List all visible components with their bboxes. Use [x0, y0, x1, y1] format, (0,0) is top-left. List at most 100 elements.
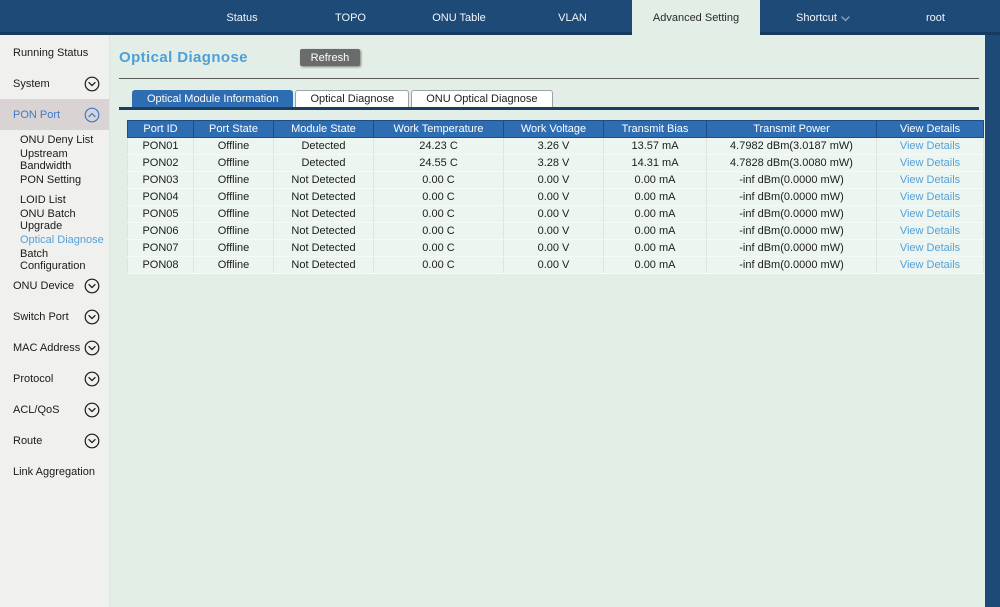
content-tabstrip: Optical Module Information Optical Diagno…: [119, 90, 979, 110]
cell-module-state: Detected: [273, 137, 374, 155]
cell-transmit-bias: 0.00 mA: [603, 171, 707, 189]
chevron-down-circle-icon: [84, 278, 100, 293]
nav-tab-label: Advanced Setting: [652, 11, 740, 24]
cell-port-state: Offline: [193, 154, 274, 172]
chevron-down-icon: [841, 15, 850, 21]
sidebar-subitem-pon-setting[interactable]: PON Setting: [0, 170, 109, 190]
column-header-transmit-bias: Transmit Bias: [603, 120, 707, 138]
nav-tab-label: Status: [226, 11, 258, 24]
sidebar-item-acl-qos[interactable]: ACL/QoS: [0, 394, 109, 425]
tab-optical-module-information[interactable]: Optical Module Information: [132, 90, 294, 107]
sidebar-item-mac-address[interactable]: MAC Address: [0, 332, 109, 363]
cell-port-state: Offline: [193, 137, 274, 155]
sidebar-item-pon-port[interactable]: PON Port: [0, 99, 109, 130]
cell-transmit-power: -inf dBm(0.0000 mW): [706, 222, 877, 240]
sidebar-item-running-status[interactable]: Running Status: [0, 37, 109, 68]
title-row: Optical Diagnose Refresh: [119, 49, 979, 66]
cell-work-temperature: 0.00 C: [373, 188, 504, 206]
nav-tab-label: root: [926, 11, 945, 24]
cell-transmit-power: -inf dBm(0.0000 mW): [706, 239, 877, 257]
cell-port-id: PON08: [127, 256, 194, 274]
sidebar-subitem-onu-batch-upgrade[interactable]: ONU Batch Upgrade: [0, 208, 109, 232]
cell-work-voltage: 0.00 V: [503, 188, 604, 206]
sidebar-item-label: Running Status: [13, 46, 89, 59]
sidebar-item-switch-port[interactable]: Switch Port: [0, 301, 109, 332]
table-row: PON08 Offline Not Detected 0.00 C 0.00 V 0.00…: [127, 256, 984, 274]
sidebar-item-onu-device[interactable]: ONU Device: [0, 270, 109, 301]
sidebar-item-label: Link Aggregation: [13, 465, 95, 478]
table-row: PON02 Offline Detected 24.55 C 3.28 V 14.31 m…: [127, 154, 984, 172]
sidebar-item-label: Route: [13, 434, 43, 447]
cell-view-details: View Details: [876, 188, 984, 206]
cell-transmit-bias: 14.31 mA: [603, 154, 707, 172]
sidebar-item-link-aggregation[interactable]: Link Aggregation: [0, 456, 109, 487]
cell-view-details: View Details: [876, 222, 984, 240]
sidebar-item-system[interactable]: System: [0, 68, 109, 99]
view-details-link[interactable]: View Details: [899, 259, 961, 271]
view-details-link[interactable]: View Details: [899, 140, 961, 152]
nav-tab-label: Shortcut: [796, 11, 837, 24]
top-nav: Status TOPO ONU Table VLAN Advanced Setting S…: [0, 0, 1000, 35]
cell-module-state: Not Detected: [273, 171, 374, 189]
refresh-button[interactable]: Refresh: [299, 49, 360, 66]
nav-tab-status[interactable]: Status: [188, 0, 296, 35]
cell-module-state: Not Detected: [273, 205, 374, 223]
cell-port-state: Offline: [193, 256, 274, 274]
cell-view-details: View Details: [876, 256, 984, 274]
cell-work-temperature: 24.23 C: [373, 137, 504, 155]
sidebar-item-route[interactable]: Route: [0, 425, 109, 456]
cell-port-state: Offline: [193, 222, 274, 240]
chevron-up-circle-icon: [84, 107, 100, 122]
sidebar-subitem-label: LOID List: [20, 194, 66, 206]
sidebar-subitem-onu-deny-list[interactable]: ONU Deny List: [0, 130, 109, 150]
cell-work-temperature: 0.00 C: [373, 256, 504, 274]
view-details-link[interactable]: View Details: [899, 157, 961, 169]
page-title: Optical Diagnose: [119, 49, 248, 66]
sidebar-subitem-loid-list[interactable]: LOID List: [0, 190, 109, 210]
sidebar-item-label: System: [13, 77, 50, 90]
cell-work-voltage: 3.28 V: [503, 154, 604, 172]
view-details-link[interactable]: View Details: [899, 242, 961, 254]
view-details-link[interactable]: View Details: [899, 208, 961, 220]
cell-port-id: PON02: [127, 154, 194, 172]
nav-tab-topo[interactable]: TOPO: [296, 0, 405, 35]
table-row: PON01 Offline Detected 24.23 C 3.26 V 13.57 m…: [127, 137, 984, 155]
cell-work-voltage: 0.00 V: [503, 205, 604, 223]
sidebar-subitem-label: Optical Diagnose: [20, 234, 104, 246]
cell-view-details: View Details: [876, 137, 984, 155]
sidebar-subitem-batch-configuration[interactable]: Batch Configuration: [0, 248, 109, 272]
cell-module-state: Not Detected: [273, 188, 374, 206]
sidebar-subitem-upstream-bandwidth[interactable]: Upstream Bandwidth: [0, 148, 109, 172]
view-details-link[interactable]: View Details: [899, 225, 961, 237]
view-details-link[interactable]: View Details: [899, 174, 961, 186]
cell-work-temperature: 0.00 C: [373, 239, 504, 257]
cell-work-voltage: 3.26 V: [503, 137, 604, 155]
nav-tab-onu-table[interactable]: ONU Table: [405, 0, 513, 35]
nav-tab-vlan[interactable]: VLAN: [513, 0, 632, 35]
sidebar-item-protocol[interactable]: Protocol: [0, 363, 109, 394]
sidebar-subitem-label: Upstream Bandwidth: [20, 148, 72, 172]
tab-optical-diagnose[interactable]: Optical Diagnose: [295, 90, 410, 107]
nav-tab-root[interactable]: root: [886, 0, 985, 35]
column-header-work-voltage: Work Voltage: [503, 120, 604, 138]
optical-module-table: Port ID Port State Module State Work Temper…: [127, 120, 984, 274]
sidebar-item-label: MAC Address: [13, 341, 81, 354]
main-content: Optical Diagnose Refresh Optical Module …: [110, 35, 985, 607]
cell-transmit-bias: 0.00 mA: [603, 222, 707, 240]
column-header-work-temperature: Work Temperature: [373, 120, 504, 138]
cell-transmit-bias: 0.00 mA: [603, 239, 707, 257]
view-details-link[interactable]: View Details: [899, 191, 961, 203]
sidebar-item-label: PON Port: [13, 108, 61, 121]
nav-tab-shortcut[interactable]: Shortcut: [760, 0, 886, 35]
column-header-port-id: Port ID: [127, 120, 194, 138]
sidebar-subitem-optical-diagnose[interactable]: Optical Diagnose: [0, 230, 109, 250]
cell-port-state: Offline: [193, 171, 274, 189]
column-header-module-state: Module State: [273, 120, 374, 138]
nav-tab-advanced-setting[interactable]: Advanced Setting: [632, 0, 760, 35]
nav-tab-label: VLAN: [558, 11, 587, 24]
nav-tab-label: TOPO: [335, 11, 366, 24]
tab-onu-optical-diagnose[interactable]: ONU Optical Diagnose: [411, 90, 553, 107]
cell-view-details: View Details: [876, 154, 984, 172]
chevron-down-circle-icon: [84, 402, 100, 417]
chevron-down-circle-icon: [84, 309, 100, 324]
